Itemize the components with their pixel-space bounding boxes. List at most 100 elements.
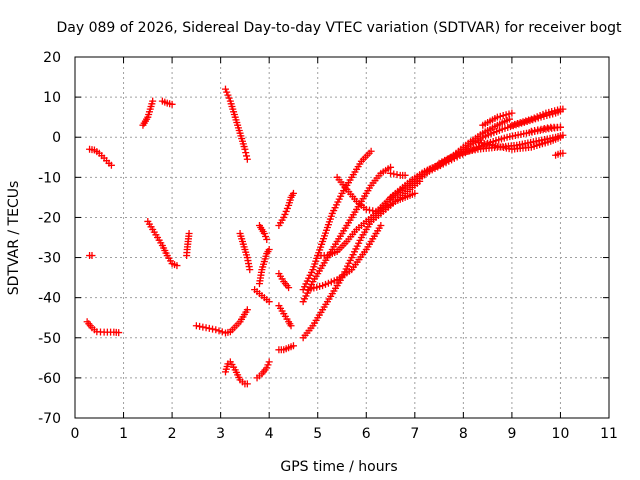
y-tick-label: -20 (38, 210, 61, 226)
series-arc-15 (255, 221, 271, 244)
x-tick-label: 7 (410, 426, 419, 442)
data-point-marker (243, 155, 251, 163)
grid-layer (75, 57, 609, 418)
data-point-marker (285, 284, 293, 292)
series-arc-11 (236, 229, 254, 274)
data-point-marker (559, 149, 567, 157)
data-point-marker (556, 123, 564, 131)
data-point-marker (168, 100, 176, 108)
data-point-marker (243, 306, 251, 314)
x-tick-label: 6 (362, 426, 371, 442)
series-arc-6 (144, 217, 181, 270)
series-arc-1 (86, 145, 115, 169)
series-arc-33 (527, 123, 564, 135)
plot-frame (74, 56, 610, 419)
y-tick-label: -10 (38, 170, 61, 186)
x-tick-label: 2 (168, 426, 177, 442)
data-point-marker (390, 170, 398, 178)
data-point-marker (411, 189, 419, 197)
data-point-marker (241, 145, 249, 153)
x-tick-label: 0 (71, 426, 80, 442)
data-point-marker (265, 358, 273, 366)
series-arc-8 (221, 85, 251, 163)
data-point-marker (556, 133, 564, 141)
data-point-marker (192, 322, 200, 330)
data-point-marker (212, 326, 220, 334)
data-point-marker (173, 262, 181, 270)
y-tick-label: -60 (38, 371, 61, 387)
data-point-marker (265, 246, 273, 254)
x-tick-label: 4 (265, 426, 274, 442)
data-marks (83, 85, 567, 388)
series-arc-3 (83, 318, 123, 337)
series-arc-10 (221, 358, 251, 388)
data-point-marker (149, 97, 157, 105)
series-arc-5 (158, 97, 176, 108)
data-point-marker (183, 252, 191, 260)
data-point-marker (527, 127, 535, 135)
data-point-marker (362, 205, 370, 213)
series-arc-35 (552, 149, 567, 159)
data-point-marker (215, 327, 223, 335)
x-tick-label: 9 (507, 426, 516, 442)
y-tick-label: 10 (43, 90, 61, 106)
data-point-marker (209, 325, 217, 333)
y-tick-label: 20 (43, 50, 61, 66)
data-point-marker (366, 206, 374, 214)
data-point-marker (544, 124, 552, 132)
series-arc-9 (192, 306, 251, 337)
data-point-marker (224, 91, 232, 99)
data-point-marker (387, 169, 395, 177)
data-point-marker (289, 189, 297, 197)
data-point-marker (508, 109, 516, 117)
data-point-marker (243, 380, 251, 388)
data-point-marker (246, 266, 254, 274)
data-point-marker (221, 85, 229, 93)
x-tick-label: 8 (459, 426, 468, 442)
series-arc-34 (508, 105, 567, 129)
y-tick-label: 0 (52, 130, 61, 146)
data-point-marker (202, 324, 210, 332)
data-point-marker (265, 298, 273, 306)
data-point-marker (534, 126, 542, 134)
data-point-marker (401, 171, 409, 179)
data-point-marker (263, 364, 271, 372)
data-point-marker (199, 323, 207, 331)
data-point-marker (287, 322, 295, 330)
series-arc-12 (253, 358, 273, 382)
data-point-marker (540, 125, 548, 133)
x-axis-label: GPS time / hours (280, 459, 397, 475)
data-point-marker (225, 94, 233, 102)
data-point-marker (243, 152, 251, 160)
y-axis-label: SDTVAR / TECUs (6, 181, 22, 296)
series-arc-7 (183, 229, 193, 260)
data-point-marker (531, 127, 539, 135)
data-point-marker (367, 147, 375, 155)
data-point-marker (387, 163, 395, 171)
data-point-marker (559, 105, 567, 113)
data-point-marker (369, 207, 377, 215)
data-point-marker (205, 324, 213, 332)
series-arc-13 (251, 286, 273, 306)
data-point-marker (377, 221, 385, 229)
series-arc-19 (275, 342, 297, 354)
x-tick-label: 3 (216, 426, 225, 442)
axis-ticks (74, 56, 610, 419)
data-point-marker (264, 361, 272, 369)
series-arc-2 (86, 252, 96, 260)
series-arc-18 (275, 302, 295, 330)
series-arc-32 (479, 109, 516, 129)
data-point-marker (280, 213, 288, 221)
data-point-marker (289, 342, 297, 350)
data-point-marker (263, 236, 271, 244)
data-point-marker (88, 252, 96, 260)
chart-title: Day 089 of 2026, Sidereal Day-to-day VTE… (56, 20, 622, 36)
y-tick-label: -50 (38, 331, 61, 347)
data-point-marker (537, 125, 545, 133)
data-point-marker (282, 207, 290, 215)
data-point-marker (115, 329, 123, 337)
x-tick-label: 11 (600, 426, 618, 442)
data-point-marker (283, 204, 291, 212)
x-tick-label: 10 (552, 426, 570, 442)
